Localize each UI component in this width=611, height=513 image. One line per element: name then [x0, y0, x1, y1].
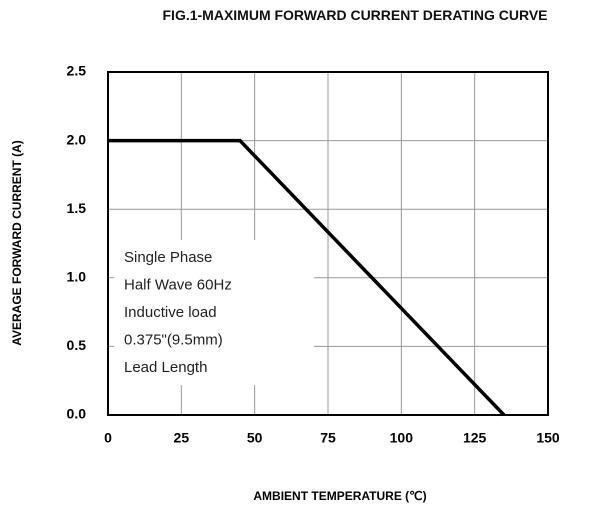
plot-border	[107, 71, 549, 416]
x-tick-label: 50	[247, 430, 263, 446]
x-tick-label: 125	[463, 430, 487, 446]
annotation: 0.375"(9.5mm)	[124, 331, 223, 348]
x-tick-label: 0	[104, 430, 112, 446]
y-tick-label: 1.5	[67, 200, 87, 216]
annotation: Lead Length	[124, 359, 207, 376]
y-axis-label: AVERAGE FORWARD CURRENT (A)	[10, 140, 24, 346]
x-tick-label: 150	[536, 430, 560, 446]
chart-title: FIG.1-MAXIMUM FORWARD CURRENT DERATING C…	[162, 7, 548, 23]
x-tick-label: 25	[174, 430, 190, 446]
x-tick-label: 100	[390, 430, 414, 446]
x-tick-label: 75	[320, 430, 336, 446]
y-tick-label: 0.0	[67, 406, 87, 422]
annotation: Inductive load	[124, 304, 217, 321]
y-tick-label: 1.0	[67, 269, 87, 285]
y-tick-label: 0.5	[67, 337, 87, 353]
y-tick-label: 2.0	[67, 131, 87, 147]
y-tick-label: 2.5	[67, 63, 87, 79]
annotation: Single Phase	[124, 249, 212, 266]
annotation-background	[114, 240, 314, 385]
annotation: Half Wave 60Hz	[124, 276, 232, 293]
x-axis-label: AMBIENT TEMPERATURE (℃)	[253, 489, 426, 503]
data-line	[108, 138, 506, 417]
